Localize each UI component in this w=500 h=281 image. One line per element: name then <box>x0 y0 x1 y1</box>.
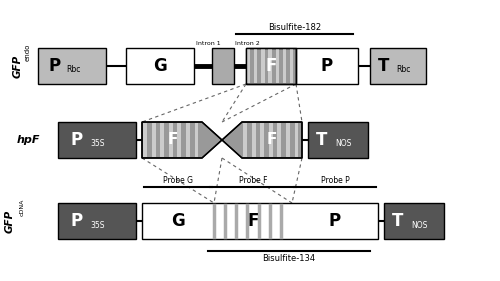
Text: T: T <box>392 212 404 230</box>
Text: 35S: 35S <box>90 221 104 230</box>
Bar <box>276 49 279 83</box>
Text: Rbc: Rbc <box>396 65 410 74</box>
Text: Bisulfite-182: Bisulfite-182 <box>268 23 321 32</box>
Bar <box>194 123 198 157</box>
Bar <box>246 48 296 84</box>
Text: Intron 1: Intron 1 <box>196 41 220 46</box>
Text: P: P <box>48 57 60 75</box>
Bar <box>186 123 190 157</box>
Bar <box>38 48 106 84</box>
Bar <box>143 123 147 157</box>
Text: P: P <box>70 212 82 230</box>
Bar <box>294 123 298 157</box>
Polygon shape <box>222 122 302 158</box>
Text: P: P <box>70 131 82 149</box>
Text: Probe G: Probe G <box>163 176 193 185</box>
Bar <box>278 123 281 157</box>
Text: GFP: GFP <box>5 209 15 233</box>
Bar <box>142 203 378 239</box>
Bar <box>169 123 173 157</box>
Text: P: P <box>321 57 333 75</box>
Polygon shape <box>142 122 222 158</box>
Text: Probe F: Probe F <box>239 176 267 185</box>
Text: F: F <box>248 212 258 230</box>
Text: T: T <box>378 57 390 75</box>
Bar <box>260 123 264 157</box>
Text: Rbc: Rbc <box>66 65 80 74</box>
Bar <box>286 123 290 157</box>
Bar <box>58 122 136 158</box>
Bar <box>252 123 256 157</box>
Text: F: F <box>266 57 276 75</box>
Bar <box>262 49 264 83</box>
Bar <box>126 48 194 84</box>
Text: NOS: NOS <box>411 221 428 230</box>
Text: P: P <box>329 212 341 230</box>
Bar <box>282 49 286 83</box>
Bar <box>152 123 156 157</box>
Text: G: G <box>171 212 185 230</box>
Bar <box>212 48 234 84</box>
Text: 35S: 35S <box>90 139 104 148</box>
Bar <box>160 123 164 157</box>
Bar <box>247 49 250 83</box>
Bar <box>268 49 272 83</box>
Text: hpF: hpF <box>16 135 40 145</box>
Text: T: T <box>316 131 328 149</box>
Text: endo: endo <box>25 44 31 61</box>
Text: F: F <box>266 133 277 148</box>
Text: NOS: NOS <box>335 139 351 148</box>
Bar <box>384 203 444 239</box>
Text: F: F <box>167 133 177 148</box>
Bar <box>269 123 273 157</box>
Text: cDNA: cDNA <box>20 199 24 216</box>
Bar <box>243 123 247 157</box>
Bar <box>290 49 293 83</box>
Bar <box>178 123 182 157</box>
Bar <box>296 48 358 84</box>
Text: GFP: GFP <box>13 55 23 78</box>
Bar <box>308 122 368 158</box>
Bar <box>370 48 426 84</box>
Bar <box>58 203 136 239</box>
Text: Probe P: Probe P <box>320 176 350 185</box>
Text: G: G <box>153 57 167 75</box>
Bar <box>246 48 296 84</box>
Bar <box>254 49 258 83</box>
Text: Intron 2: Intron 2 <box>235 41 260 46</box>
Text: Bisulfite-134: Bisulfite-134 <box>262 254 316 263</box>
